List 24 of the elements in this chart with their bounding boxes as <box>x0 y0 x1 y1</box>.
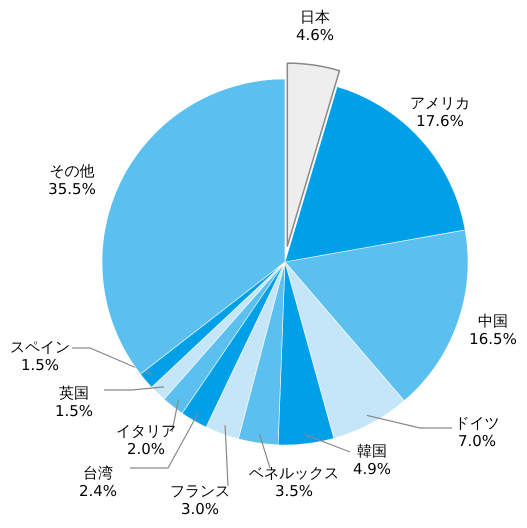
data-label: 17.6% <box>416 112 464 130</box>
slice-label: 台湾 <box>83 464 113 482</box>
slice-label: イタリア <box>116 422 176 440</box>
data-label: 4.6% <box>296 26 334 44</box>
slice-label: ベネルックス <box>249 464 339 482</box>
slice-label: 中国 <box>478 312 508 330</box>
data-label: 2.0% <box>126 440 166 458</box>
slice-label: フランス <box>170 482 230 500</box>
slice-label: その他 <box>50 162 94 180</box>
data-label: 16.5% <box>469 330 517 348</box>
slice-label: アメリカ <box>410 94 470 112</box>
data-label: 35.5% <box>48 180 96 198</box>
slice-label: 英国 <box>59 384 89 402</box>
data-label: 4.9% <box>352 460 392 478</box>
data-label: 1.5% <box>54 402 94 420</box>
slice-label: 韓国 <box>357 442 387 460</box>
slice-label: スペイン <box>10 338 70 356</box>
data-label: 1.5% <box>20 356 60 374</box>
data-label: 3.0% <box>180 500 220 518</box>
slice-label: 日本 <box>300 8 330 26</box>
data-label: 3.5% <box>274 482 314 500</box>
data-label: 2.4% <box>78 482 118 500</box>
slice-label: ドイツ <box>454 414 500 432</box>
data-label: 7.0% <box>458 432 496 450</box>
